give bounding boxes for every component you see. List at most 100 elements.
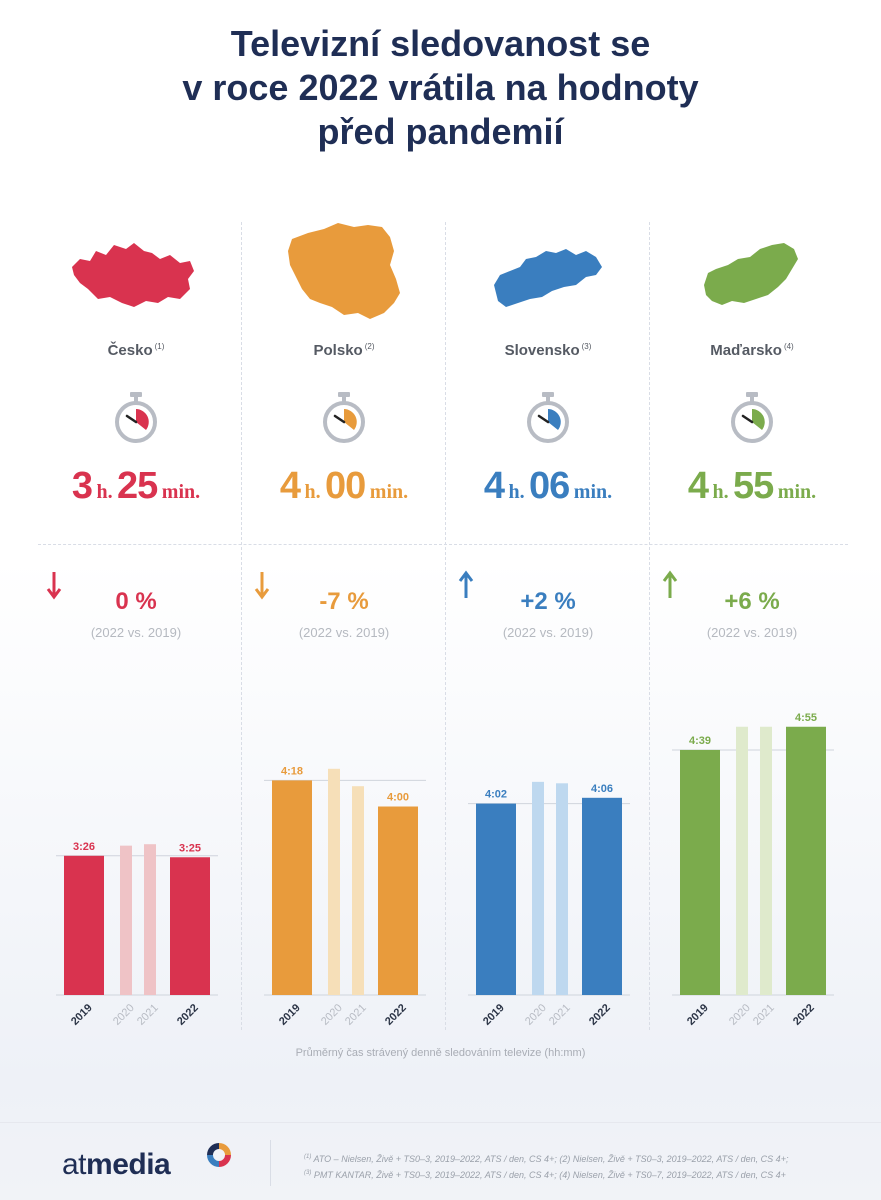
year-tick-label: 2021 (547, 1002, 573, 1028)
duration-hours: 4 (687, 465, 709, 507)
average-duration: 4 h. 06 min. (446, 465, 650, 508)
duration-minutes: 25 (117, 465, 158, 507)
country-column-czechia: Česko (1) 3 h. 25 min. 0 % (2022 vs. 2019… (34, 215, 238, 1030)
stopwatch-icon (323, 392, 365, 443)
source-mark: (3) (304, 1170, 312, 1176)
duration-hours: 4 (279, 465, 301, 507)
duration-hours: 3 (71, 465, 93, 507)
bar-2019 (476, 803, 516, 995)
footer-separator (270, 1140, 271, 1186)
footer-divider (0, 1122, 881, 1123)
year-tick-label: 2022 (383, 1002, 409, 1028)
arrow-up-icon (662, 570, 678, 598)
bar-2022 (582, 797, 622, 995)
duration-hours-unit: h. (304, 481, 321, 503)
footnote-mark: (2) (364, 342, 375, 351)
change-percent: +6 % (724, 588, 780, 615)
bar-value-label: 3:25 (179, 842, 201, 854)
average-duration: 4 h. 55 min. (650, 465, 854, 508)
poland-map-icon (288, 223, 400, 319)
footnote-mark: (3) (581, 342, 592, 351)
year-tick-label: 2019 (69, 1002, 95, 1028)
change-percent: -7 % (319, 588, 369, 615)
year-tick-label: 2021 (343, 1002, 369, 1028)
column-divider (649, 222, 650, 1030)
title-line-2: v roce 2022 vrátila na hodnoty (182, 67, 699, 108)
arrow-down-icon (46, 572, 62, 600)
title-line-1: Televizní sledovanost se (230, 23, 651, 64)
duration-minutes: 00 (325, 465, 366, 507)
title-line-3: před pandemií (317, 111, 564, 152)
duration-minutes: 06 (529, 465, 570, 507)
year-tick-label: 2020 (523, 1002, 549, 1028)
logo-bold: media (86, 1148, 171, 1181)
country-name: Polsko (313, 342, 363, 359)
bar-value-label: 4:55 (795, 712, 817, 724)
duration-minutes: 55 (733, 465, 774, 507)
duration-minutes-unit: min. (369, 481, 409, 503)
duration-minutes-unit: min. (573, 481, 613, 503)
footnote-mark: (4) (783, 342, 794, 351)
bar-2019 (680, 749, 720, 995)
logo-prefix: at (62, 1148, 87, 1181)
footnote-mark: (1) (154, 342, 165, 351)
duration-hours-unit: h. (712, 481, 729, 503)
duration-hours: 4 (483, 465, 505, 507)
change-comparison: (2022 vs. 2019) (90, 625, 182, 640)
bar-2022 (378, 806, 418, 995)
bar-2020 (328, 768, 340, 995)
source-line-1: ATO – Nielsen, Živě + TS0–3, 2019–2022, … (313, 1154, 789, 1164)
hungary-map-icon (704, 243, 798, 305)
average-duration: 4 h. 00 min. (242, 465, 446, 508)
change-comparison: (2022 vs. 2019) (706, 625, 798, 640)
bar-2021 (556, 783, 568, 995)
bar-value-label: 3:26 (73, 841, 95, 853)
bar-value-label: 4:18 (281, 765, 303, 777)
year-tick-label: 2019 (685, 1002, 711, 1028)
bar-2020 (120, 845, 132, 995)
bar-2021 (760, 726, 772, 995)
atmedia-logo: atmedia (62, 1140, 252, 1184)
change-comparison: (2022 vs. 2019) (298, 625, 390, 640)
duration-hours-unit: h. (96, 481, 113, 503)
bar-value-label: 4:02 (485, 789, 507, 801)
bar-2022 (170, 857, 210, 995)
year-tick-label: 2022 (175, 1002, 201, 1028)
year-tick-label: 2020 (111, 1002, 137, 1028)
section-divider (38, 544, 848, 545)
change-percent: 0 % (115, 588, 157, 615)
country-name: Česko (107, 342, 153, 359)
logo-ring-icon (207, 1143, 231, 1167)
column-divider (445, 222, 446, 1030)
stopwatch-icon (115, 392, 157, 443)
country-column-hungary: Maďarsko (4) 4 h. 55 min. +6 % (2022 vs. … (650, 215, 854, 1030)
source-line-2: PMT KANTAR, Živě + TS0–3, 2019–2022, ATS… (313, 1170, 786, 1180)
stopwatch-icon (731, 392, 773, 443)
year-tick-label: 2019 (277, 1002, 303, 1028)
average-duration: 3 h. 25 min. (34, 465, 238, 508)
change-percent: +2 % (520, 588, 576, 615)
page-title: Televizní sledovanost se v roce 2022 vrá… (0, 22, 881, 154)
bar-2021 (352, 786, 364, 995)
bar-2019 (64, 855, 104, 995)
bar-2022 (786, 726, 826, 995)
column-divider (241, 222, 242, 1030)
year-tick-label: 2020 (319, 1002, 345, 1028)
arrow-down-icon (254, 572, 270, 600)
bar-value-label: 4:39 (689, 735, 711, 747)
bar-2021 (144, 844, 156, 995)
source-mark: (1) (304, 1154, 312, 1160)
year-tick-label: 2019 (481, 1002, 507, 1028)
sources-note: (1) ATO – Nielsen, Živě + TS0–3, 2019–20… (304, 1150, 844, 1182)
duration-minutes-unit: min. (777, 481, 817, 503)
change-comparison: (2022 vs. 2019) (502, 625, 594, 640)
year-tick-label: 2021 (135, 1002, 161, 1028)
year-tick-label: 2022 (791, 1002, 817, 1028)
country-name: Maďarsko (710, 342, 782, 359)
chart-caption: Průměrný čas strávený denně sledováním t… (295, 1047, 586, 1059)
bar-value-label: 4:00 (387, 792, 409, 804)
bar-2020 (532, 781, 544, 995)
